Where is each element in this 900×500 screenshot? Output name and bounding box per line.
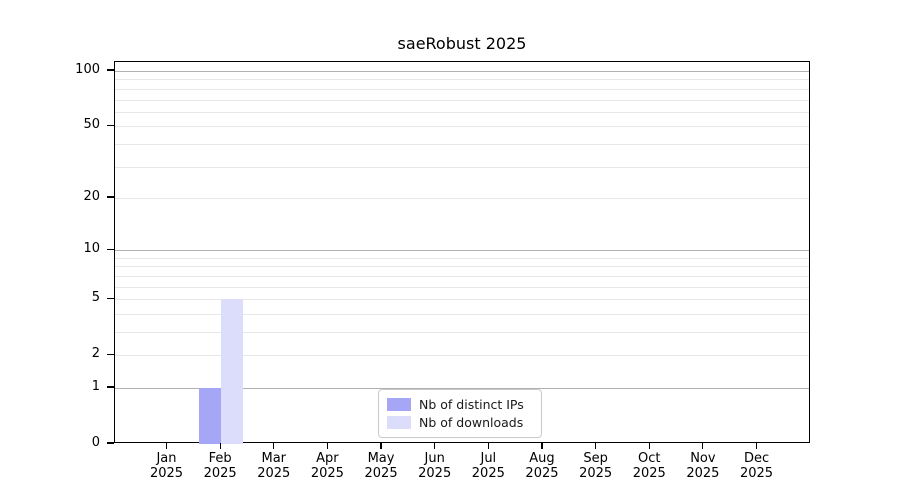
x-tick-mark-may [380, 443, 382, 449]
y-tick-mark-10 [107, 248, 114, 250]
gridline-minor-3 [115, 331, 809, 333]
x-tick-label-mar: Mar 2025 [257, 451, 291, 481]
gridline-minor-30 [115, 166, 809, 168]
x-tick-label-dec: Dec 2025 [739, 451, 774, 481]
x-tick-mark-mar [273, 443, 275, 449]
y-tick-mark-1 [107, 386, 114, 388]
y-tick-label-1: 1 [91, 378, 100, 394]
chart-title: saeRobust 2025 [397, 34, 527, 53]
gridline-minor-60 [115, 111, 809, 113]
x-tick-label-oct: Oct 2025 [632, 451, 666, 481]
plot-area [114, 61, 810, 444]
gridline-minor-20 [115, 197, 809, 199]
y-tick-label-5: 5 [91, 290, 100, 306]
gridline-minor-6 [115, 286, 809, 288]
bar-distinct-ips-feb [199, 387, 222, 444]
legend-label-distinct-ips: Nb of distinct IPs [419, 397, 524, 413]
x-tick-mark-sep [595, 443, 597, 449]
x-tick-label-nov: Nov 2025 [686, 451, 720, 481]
x-tick-label-jan: Jan 2025 [149, 451, 184, 481]
y-tick-mark-20 [107, 196, 114, 198]
gridline-minor-50 [115, 126, 809, 128]
gridline-minor-7 [115, 275, 809, 277]
y-tick-mark-50 [107, 124, 114, 126]
x-tick-mark-jan [165, 443, 168, 449]
x-tick-label-aug: Aug 2025 [525, 451, 559, 481]
legend-item-distinct-ips: Nb of distinct IPs [387, 397, 534, 412]
gridline-major-1 [115, 387, 809, 389]
gridline-major-100 [115, 71, 809, 73]
legend-label-downloads: Nb of downloads [419, 414, 524, 430]
x-tick-mark-jul [487, 443, 489, 449]
x-tick-mark-oct [648, 443, 650, 449]
gridline-minor-4 [115, 313, 809, 315]
gridline-minor-9 [115, 257, 809, 259]
legend-swatch-downloads-icon [387, 415, 411, 429]
gridline-minor-40 [115, 143, 809, 145]
y-tick-label-2: 2 [91, 346, 100, 362]
y-tick-mark-0 [107, 442, 114, 444]
y-tick-label-100: 100 [75, 62, 100, 78]
gridline-minor-2 [115, 355, 809, 357]
y-tick-label-20: 20 [83, 188, 100, 204]
y-tick-label-10: 10 [83, 241, 100, 257]
gridline-minor-80 [115, 88, 809, 90]
x-tick-mark-aug [541, 443, 543, 449]
bar-downloads-feb [221, 299, 244, 444]
gridline-minor-90 [115, 79, 809, 81]
x-tick-label-apr: Apr 2025 [310, 451, 344, 481]
x-tick-label-jul: Jul 2025 [471, 451, 505, 481]
x-tick-label-jun: Jun 2025 [418, 451, 452, 481]
x-tick-label-sep: Sep 2025 [579, 451, 613, 481]
x-tick-mark-feb [219, 443, 221, 449]
gridline-major-10 [115, 250, 809, 252]
y-tick-label-50: 50 [83, 117, 100, 133]
y-tick-label-0: 0 [91, 435, 100, 450]
legend-item-downloads: Nb of downloads [387, 415, 534, 430]
legend-swatch-distinct-ips-icon [387, 398, 411, 412]
legend: Nb of distinct IPs Nb of downloads [378, 389, 542, 438]
x-tick-label-may: May 2025 [364, 451, 398, 481]
y-tick-mark-2 [107, 353, 114, 355]
x-tick-mark-apr [326, 443, 328, 449]
gridline-minor-8 [115, 266, 809, 268]
x-tick-mark-nov [702, 443, 704, 449]
y-tick-mark-5 [107, 297, 114, 299]
gridline-minor-5 [115, 299, 809, 301]
gridline-minor-70 [115, 99, 809, 101]
x-tick-mark-dec [755, 443, 758, 449]
y-tick-mark-100 [107, 69, 114, 71]
x-tick-mark-jun [434, 443, 436, 449]
x-tick-label-feb: Feb 2025 [203, 451, 237, 481]
